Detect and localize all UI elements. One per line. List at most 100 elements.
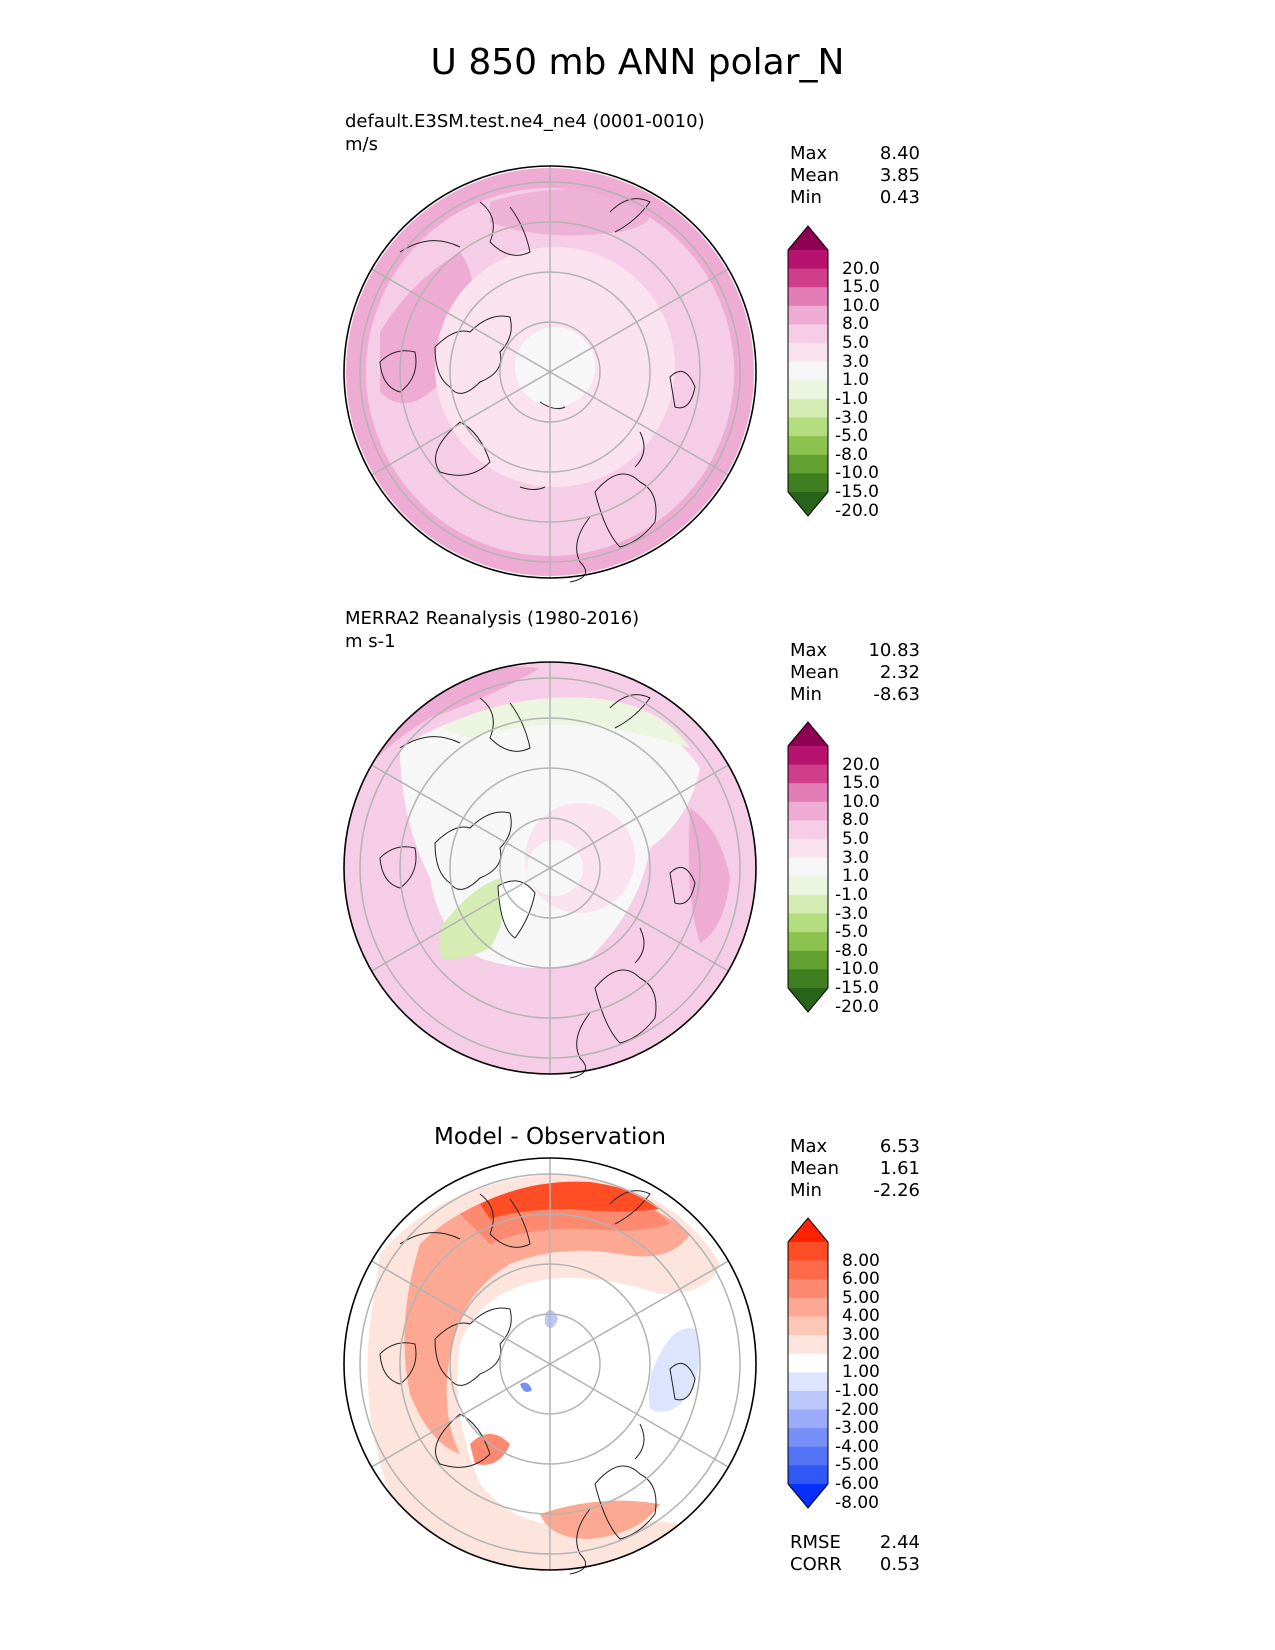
stat-label: Min <box>790 1180 822 1201</box>
colorbar-extension-min <box>788 1484 828 1508</box>
graticule <box>359 1158 741 1570</box>
colorbar-tick-label: -6.00 <box>835 1474 879 1494</box>
colorbar-bin <box>788 1353 828 1373</box>
field-negative <box>520 1382 532 1392</box>
colorbar-tick-label: 5.0 <box>842 333 870 354</box>
colorbar-tick-label: 20.0 <box>842 258 880 279</box>
stat-mean: Mean 2.32 <box>790 662 920 684</box>
colorbar-extension-min <box>788 988 828 1012</box>
field-band <box>540 1500 660 1539</box>
field-band <box>480 1181 660 1219</box>
colorbar-bin <box>788 1446 828 1466</box>
colorbar-tick-label: -4.00 <box>835 1436 879 1457</box>
stat-min: Min -8.63 <box>790 684 920 706</box>
colorbar-tick-label: -15.0 <box>835 482 879 502</box>
stat-value: 1.61 <box>879 1158 920 1179</box>
metric-label: CORR <box>790 1554 842 1575</box>
stat-max: Max 8.40 <box>790 143 920 165</box>
stat-value: 2.32 <box>879 662 920 683</box>
colorbar-bin <box>788 1242 828 1262</box>
colorbar-bin <box>788 820 828 840</box>
colorbar-bin <box>788 876 828 896</box>
colorbar-bin <box>788 746 828 766</box>
field-patch <box>490 188 652 236</box>
stat-label: Min <box>790 187 822 208</box>
map-boundary <box>343 165 757 579</box>
colorbar-tick-label: 3.0 <box>842 351 870 372</box>
colorbar-tick-label: -2.00 <box>835 1399 879 1420</box>
panel-1-map <box>343 165 757 583</box>
stat-label: Max <box>790 1136 828 1157</box>
colorbar-tick-label: 4.00 <box>842 1306 880 1327</box>
panel-2-colorbar <box>787 721 829 1013</box>
colorbar-tick-label: -10.0 <box>835 959 879 980</box>
graticule <box>359 166 741 578</box>
colorbar-bin <box>788 801 828 821</box>
colorbar-tick-label: -5.0 <box>835 922 869 943</box>
stat-mean: Mean 3.85 <box>790 165 920 187</box>
colorbar-tick-label: 5.00 <box>842 1287 880 1308</box>
panel-2-stats: Max 10.83 Mean 2.32 Min -8.63 <box>790 640 920 706</box>
field-core <box>515 327 595 407</box>
colorbar-extension-max <box>788 722 828 746</box>
stat-min: Min 0.43 <box>790 187 920 209</box>
colorbar-bin <box>788 1390 828 1411</box>
stat-label: Mean <box>790 165 840 186</box>
field-negative <box>648 1328 699 1412</box>
colorbar-bin <box>788 764 828 784</box>
colorbar-bin <box>788 913 828 933</box>
colorbar-tick-label: 8.0 <box>842 810 870 831</box>
colorbar-extension-min <box>788 492 828 516</box>
colorbar-bin <box>788 361 828 381</box>
colorbar-bin <box>788 857 828 877</box>
colorbar-tick-label: 2.00 <box>842 1343 880 1364</box>
panel-1-stats: Max 8.40 Mean 3.85 Min 0.43 <box>790 143 920 209</box>
colorbar-bin <box>788 932 828 952</box>
colorbar-tick-label: -15.0 <box>835 978 879 998</box>
coastlines <box>379 1190 696 1575</box>
stat-label: Max <box>790 143 828 164</box>
colorbar-bin <box>788 324 828 344</box>
stat-value: -8.63 <box>873 684 920 705</box>
colorbar-bin <box>788 250 828 270</box>
field-core <box>527 840 583 896</box>
colorbar-bin <box>788 1316 828 1336</box>
colorbar-bin <box>788 436 828 456</box>
colorbar-tick-label: 10.0 <box>842 791 880 812</box>
panel-3-metrics: RMSE 2.44 CORR 0.53 <box>790 1532 920 1576</box>
colorbar-bin <box>788 969 828 989</box>
colorbar-tick-label: 1.0 <box>842 866 870 887</box>
colorbar-tick-label: -1.0 <box>835 884 869 905</box>
colorbar-tick-label: -10.0 <box>835 463 879 484</box>
stat-mean: Mean 1.61 <box>790 1158 920 1180</box>
coastlines <box>379 694 696 1079</box>
stat-max: Max 6.53 <box>790 1136 920 1158</box>
panel-1-title: default.E3SM.test.ne4_ne4 (0001-0010) <box>345 111 705 132</box>
colorbar-tick-label: 15.0 <box>842 773 880 794</box>
colorbar-tick-label: -3.0 <box>835 407 869 428</box>
colorbar-tick-label: 3.00 <box>842 1325 880 1346</box>
colorbar-outline <box>787 721 829 1013</box>
stat-value: 6.53 <box>879 1136 920 1157</box>
map-boundary <box>343 1157 757 1571</box>
field-easterly <box>440 697 690 748</box>
panel-3-title: Model - Observation <box>433 1124 667 1150</box>
colorbar-tick-label: 20.0 <box>842 754 880 775</box>
panel-2-units: m s-1 <box>345 631 396 652</box>
colorbar-bin <box>788 1297 828 1317</box>
colorbar-outline <box>787 225 829 517</box>
field-band <box>404 1189 690 1454</box>
colorbar-tick-label: 10.0 <box>842 295 880 316</box>
colorbar-tick-label: -8.0 <box>835 444 869 465</box>
colorbar-tick-label: -1.00 <box>835 1380 879 1401</box>
map-boundary <box>343 661 757 1075</box>
colorbar-bin <box>788 839 828 859</box>
colorbar-tick-label: 1.00 <box>842 1362 880 1383</box>
colorbar-bin <box>788 1335 828 1355</box>
field-patch <box>344 1048 440 1074</box>
colorbar-tick-label: -3.0 <box>835 903 869 924</box>
colorbar-tick-label: -8.0 <box>835 940 869 961</box>
colorbar-tick-label: -8.00 <box>835 1492 879 1513</box>
colorbar-tick-label: 15.0 <box>842 277 880 298</box>
colorbar-bin <box>788 343 828 363</box>
